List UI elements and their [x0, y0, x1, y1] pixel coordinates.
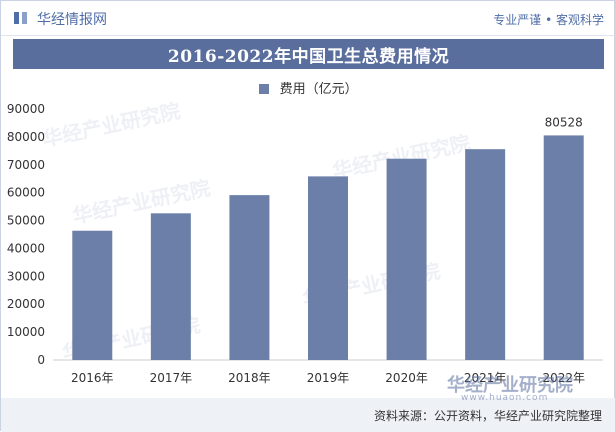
- bar: [150, 213, 191, 360]
- y-tick-label: 90000: [7, 102, 45, 116]
- site-header: 华经情报网 专业严谨 • 客观科学: [1, 1, 615, 36]
- bar-series: [72, 135, 584, 360]
- y-tick-label: 50000: [7, 214, 45, 228]
- y-axis: 0 10000 20000 30000 40000 50000 60000 70000 8000…: [7, 102, 603, 367]
- chart-title-bar: 2016-2022年中国卫生总费用情况: [13, 39, 604, 69]
- bar: [465, 149, 506, 360]
- x-tick-label: 2020年: [385, 371, 428, 385]
- y-tick-label: 70000: [7, 158, 45, 172]
- bar: [543, 135, 584, 360]
- x-tick-label: 2019年: [307, 371, 350, 385]
- x-tick-label: 2021年: [464, 371, 507, 385]
- site-tagline: 专业严谨 • 客观科学: [493, 13, 604, 27]
- legend-label: 费用（亿元）: [279, 82, 358, 97]
- x-tick-label: 2016年: [71, 371, 114, 385]
- chart-title: 2016-2022年中国卫生总费用情况: [167, 46, 450, 67]
- x-tick-label: 2018年: [228, 371, 271, 385]
- data-label: 80528: [545, 115, 583, 129]
- bar: [72, 230, 113, 360]
- data-labels: 80528: [545, 115, 583, 129]
- footer-bar: 资料来源：公开资料，华经产业研究院整理: [1, 398, 615, 432]
- y-tick-label: 80000: [7, 130, 45, 144]
- brand-name: 华经情报网: [37, 12, 107, 28]
- x-tick-label: 2022年: [542, 371, 585, 385]
- corner-watermark-url: www.huaon.com: [461, 393, 549, 403]
- y-tick-label: 30000: [7, 269, 45, 283]
- x-axis: 2016年 2017年 2018年 2019年 2020年 2021年 2022年: [71, 371, 585, 385]
- y-tick-label: 10000: [7, 325, 45, 339]
- y-tick-label: 40000: [7, 241, 45, 255]
- y-tick-label: 20000: [7, 297, 45, 311]
- corner-watermark-brand: 华经产业研究院: [447, 375, 573, 396]
- bar: [386, 158, 427, 360]
- x-tick-label: 2017年: [150, 371, 193, 385]
- legend-swatch: [259, 83, 270, 94]
- brand-logo-icon: [14, 12, 27, 24]
- chart-legend: 费用（亿元）: [1, 78, 615, 97]
- y-tick-label: 0: [37, 353, 45, 367]
- y-tick-label: 60000: [7, 186, 45, 200]
- source-note: 资料来源：公开资料，华经产业研究院整理: [373, 409, 602, 423]
- bar: [229, 195, 270, 360]
- bar: [308, 176, 348, 360]
